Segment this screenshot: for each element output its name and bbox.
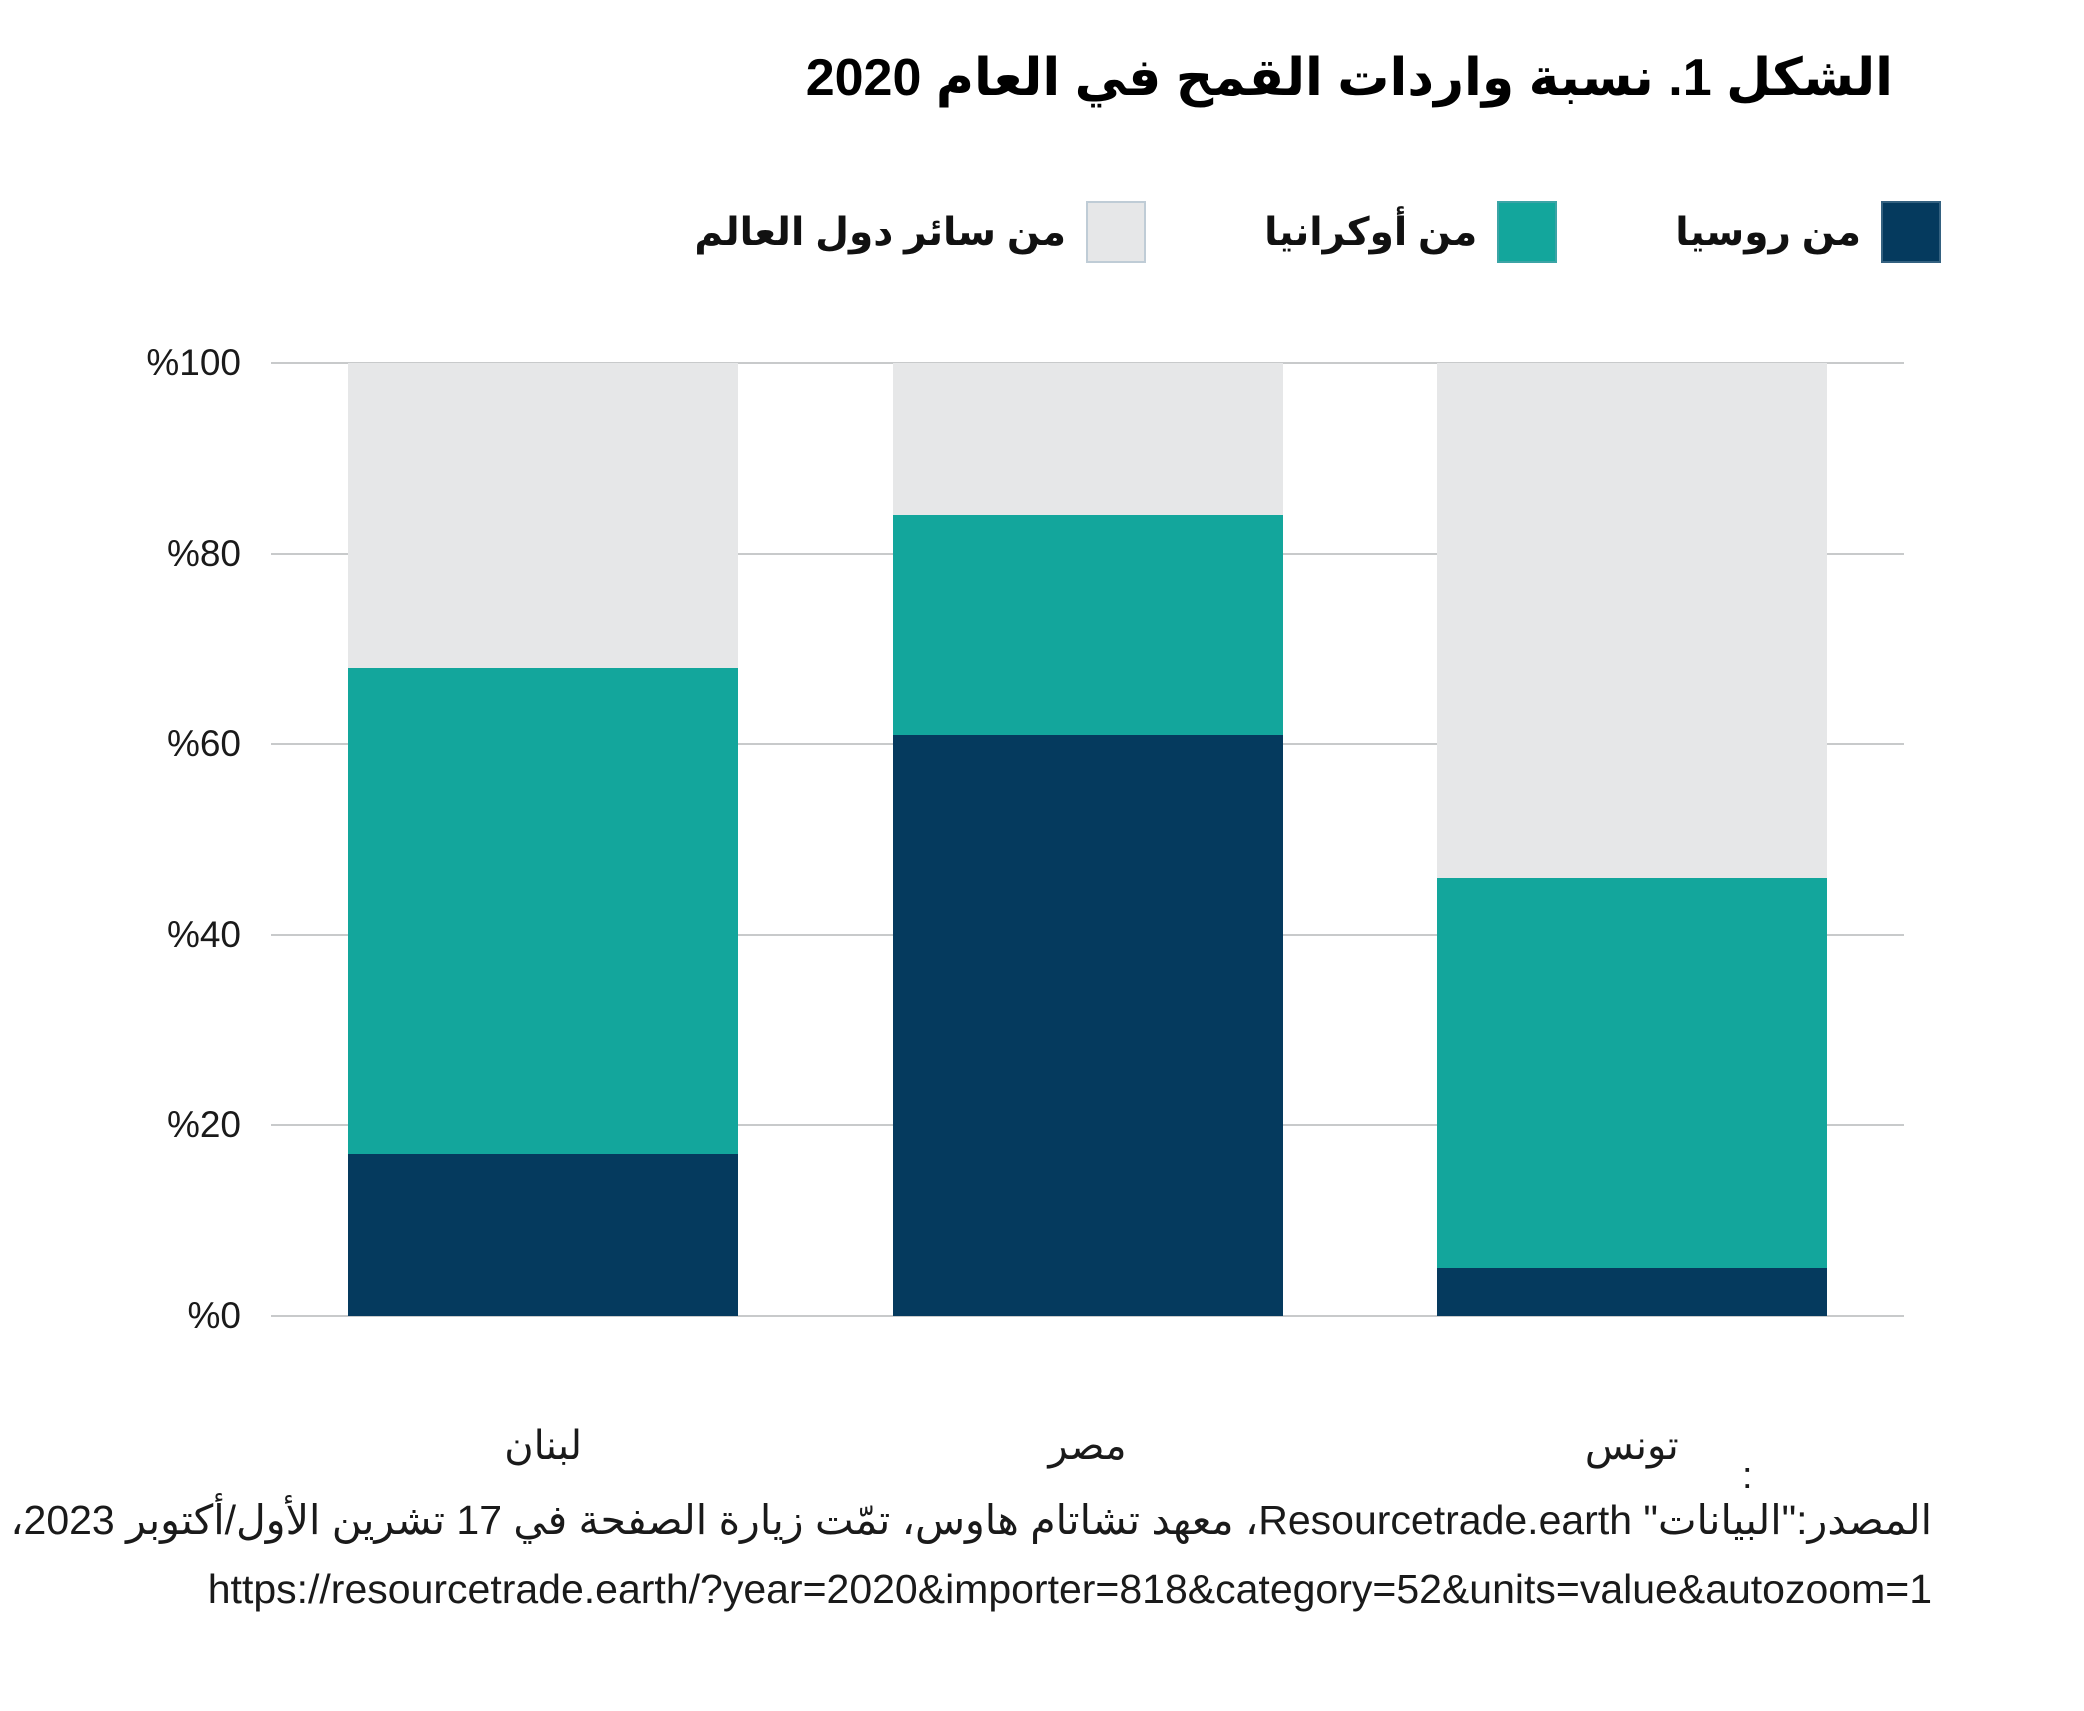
- bar-segment-تونس-0: [1436, 1268, 1827, 1316]
- y-axis-tick-label-80: %80: [166, 532, 241, 574]
- legend-swatch-ukraine: [1497, 201, 1558, 263]
- source-footnote-colon: :: [1742, 1455, 1753, 1497]
- legend-swatch-rest-of-world: [1086, 201, 1147, 263]
- bar-segment-مصر-0: [892, 734, 1283, 1316]
- legend-swatch-russia: [1881, 201, 1941, 263]
- source-url-text: https://resourcetrade.earth/?year=2020&i…: [207, 1566, 1932, 1612]
- bar-segment-لبنان-1: [348, 667, 739, 1154]
- legend-label-russia: من روسيا: [1675, 210, 1861, 254]
- y-axis-tick-label-20: %20: [166, 1104, 241, 1146]
- bar-segment-مصر-1: [892, 515, 1283, 735]
- x-axis-category-label-2: تونس: [1584, 1424, 1679, 1468]
- legend-item-russia: من روسيا: [1675, 201, 1941, 263]
- bar-segment-لبنان-0: [348, 1153, 739, 1316]
- gridline-0: [271, 1315, 1904, 1317]
- legend-item-ukraine: من أوكرانيا: [1264, 201, 1558, 263]
- chart-legend: من روسيا من أوكرانيا من سائر دول العالم: [694, 201, 1941, 263]
- bar-segment-تونس-2: [1436, 363, 1827, 878]
- x-axis-category-label-0: لبنان: [504, 1424, 583, 1468]
- bar-segment-لبنان-2: [348, 363, 739, 668]
- legend-item-rest-of-world: من سائر دول العالم: [694, 201, 1147, 263]
- y-axis-tick-label-40: %40: [166, 913, 241, 955]
- legend-label-ukraine: من أوكرانيا: [1264, 210, 1478, 254]
- y-axis-tick-label-100: %100: [146, 342, 241, 383]
- y-axis-tick-label-0: %0: [187, 1295, 241, 1336]
- x-axis-category-label-1: مصر: [1048, 1424, 1127, 1468]
- source-text: المصدر:"البيانات" Resourcetrade.earth، م…: [10, 1497, 1932, 1543]
- chart-title: الشكل 1. نسبة واردات القمح في العام 2020: [805, 49, 1893, 107]
- bar-segment-تونس-1: [1436, 877, 1827, 1269]
- bar-segment-مصر-2: [892, 363, 1283, 516]
- y-axis-tick-label-60: %60: [166, 723, 241, 765]
- legend-label-rest-of-world: من سائر دول العالم: [694, 210, 1067, 254]
